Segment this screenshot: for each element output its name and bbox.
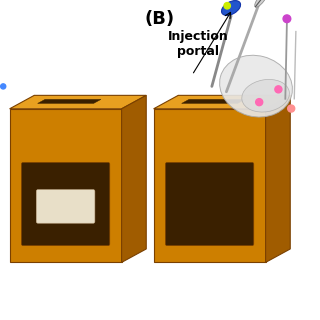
Polygon shape (154, 95, 290, 109)
Circle shape (275, 86, 282, 93)
Circle shape (288, 105, 295, 112)
Circle shape (256, 99, 263, 106)
FancyBboxPatch shape (36, 190, 95, 223)
Polygon shape (266, 95, 290, 262)
Circle shape (224, 3, 230, 9)
Polygon shape (182, 100, 245, 103)
Polygon shape (122, 95, 146, 262)
Ellipse shape (220, 55, 292, 117)
FancyBboxPatch shape (21, 163, 110, 245)
Polygon shape (154, 109, 266, 262)
Ellipse shape (221, 1, 241, 15)
Ellipse shape (242, 79, 289, 112)
Text: (B): (B) (145, 10, 175, 28)
Text: Injection
portal: Injection portal (168, 30, 229, 58)
Polygon shape (38, 100, 101, 103)
Circle shape (283, 15, 291, 23)
Polygon shape (10, 109, 122, 262)
Ellipse shape (255, 0, 267, 7)
FancyBboxPatch shape (165, 163, 254, 245)
Polygon shape (10, 95, 146, 109)
Circle shape (1, 84, 6, 89)
